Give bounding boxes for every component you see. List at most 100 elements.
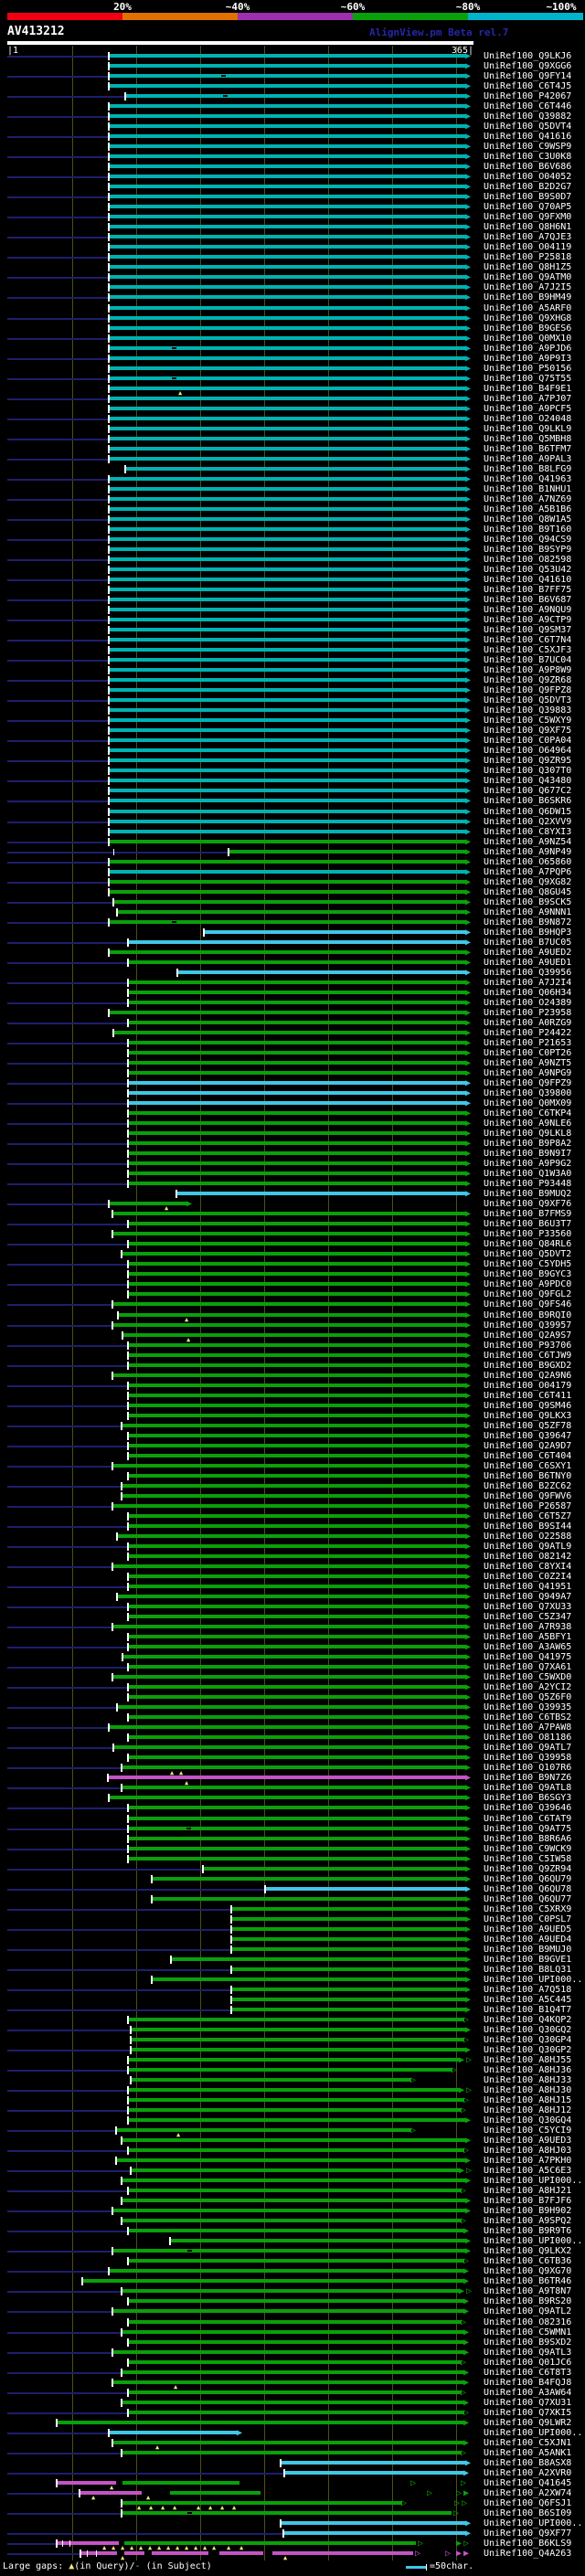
alignment-bar[interactable] (109, 74, 466, 79)
alignment-row-label[interactable]: UniRef100_B7UC05 (484, 937, 572, 948)
alignment-row-label[interactable]: UniRef100_B9SCK5 (484, 896, 572, 907)
alignment-row-label[interactable]: UniRef100_B8R6A6 (484, 1833, 572, 1844)
alignment-bar[interactable] (122, 2500, 402, 2505)
alignment-bar[interactable] (128, 1523, 466, 1528)
alignment-bar[interactable] (109, 315, 466, 320)
alignment-row-label[interactable]: UniRef100_Q41616 (484, 132, 572, 143)
alignment-row-label[interactable]: UniRef100_B4FQJ8 (484, 2377, 572, 2388)
alignment-row-label[interactable]: UniRef100_A9PAL3 (484, 453, 572, 464)
alignment-row-label[interactable]: UniRef100_C5YCI9 (484, 2125, 572, 2136)
alignment-bar[interactable] (109, 779, 466, 783)
alignment-row-label[interactable]: UniRef100_B6V686 (484, 162, 572, 173)
alignment-row-label[interactable]: UniRef100_O04179 (484, 1380, 572, 1391)
alignment-bar[interactable] (109, 134, 466, 139)
alignment-row-label[interactable]: UniRef100_B1NHU1 (484, 483, 572, 494)
alignment-row-label[interactable]: UniRef100_Q9ZR94 (484, 1863, 572, 1874)
alignment-bar[interactable] (128, 1715, 466, 1720)
alignment-row-label[interactable]: UniRef100_Q6QU79 (484, 1873, 572, 1884)
alignment-bar[interactable] (117, 1705, 466, 1710)
alignment-row-label[interactable]: UniRef100_B6SI09 (484, 2507, 572, 2518)
alignment-bar[interactable] (128, 1806, 466, 1810)
alignment-row-label[interactable]: UniRef100_Q9SM37 (484, 625, 572, 636)
alignment-row-label[interactable]: UniRef100_C0PSL7 (484, 1913, 572, 1924)
alignment-bar[interactable] (109, 1796, 466, 1800)
alignment-row-label[interactable]: UniRef100_Q9ATL9 (484, 1541, 572, 1552)
alignment-bar[interactable] (128, 1403, 466, 1407)
alignment-row-label[interactable]: UniRef100_A8HJ15 (484, 2095, 572, 2106)
alignment-row-label[interactable]: UniRef100_B9RQI0 (484, 1309, 572, 1320)
alignment-bar[interactable] (109, 355, 466, 360)
alignment-row-label[interactable]: UniRef100_Q39882 (484, 111, 572, 122)
alignment-row-label[interactable]: UniRef100_A9UED2 (484, 947, 572, 958)
alignment-row-label[interactable]: UniRef100_C8YXI3 (484, 826, 572, 837)
alignment-bar[interactable] (109, 688, 466, 693)
alignment-bar[interactable] (109, 325, 466, 330)
alignment-bar[interactable] (128, 1735, 466, 1740)
alignment-bar[interactable] (109, 2269, 464, 2274)
alignment-bar[interactable] (109, 275, 466, 280)
alignment-row-label[interactable]: UniRef100_Q9ATM0 (484, 272, 572, 283)
alignment-row-label[interactable]: UniRef100_C0Z2I4 (484, 1572, 572, 1583)
alignment-row-label[interactable]: UniRef100_Q949A7 (484, 1592, 572, 1603)
alignment-bar[interactable] (109, 668, 466, 673)
alignment-bar[interactable] (128, 1543, 466, 1548)
alignment-row-label[interactable]: UniRef100_B6U3T7 (484, 1219, 572, 1230)
alignment-row-label[interactable]: UniRef100_Q9FWV6 (484, 1490, 572, 1501)
alignment-bar[interactable] (112, 2249, 466, 2253)
alignment-row-label[interactable]: UniRef100_O81186 (484, 1733, 572, 1744)
alignment-row-label[interactable]: UniRef100_O82598 (484, 555, 572, 565)
alignment-row-label[interactable]: UniRef100_B6V687 (484, 595, 572, 606)
alignment-bar[interactable] (112, 1625, 466, 1629)
alignment-row-label[interactable]: UniRef100_B9H902 (484, 2206, 572, 2217)
alignment-row-label[interactable]: UniRef100_B9MUJ0 (484, 1944, 572, 1955)
alignment-bar[interactable] (128, 1342, 466, 1347)
alignment-bar[interactable] (122, 2450, 462, 2454)
alignment-bar[interactable] (122, 2329, 464, 2334)
alignment-bar[interactable] (124, 2540, 416, 2545)
alignment-bar[interactable] (116, 2158, 466, 2163)
alignment-row-label[interactable]: UniRef100_P50156 (484, 363, 572, 374)
alignment-bar[interactable] (128, 1182, 466, 1186)
alignment-bar[interactable] (128, 1352, 466, 1357)
alignment-row-label[interactable]: UniRef100_Q9FXM0 (484, 212, 572, 223)
alignment-row-label[interactable]: UniRef100_P23958 (484, 1007, 572, 1018)
alignment-row-label[interactable]: UniRef100_A5C445 (484, 1994, 572, 2005)
alignment-bar[interactable] (109, 64, 466, 69)
alignment-bar[interactable] (128, 959, 466, 964)
alignment-bar[interactable] (219, 2550, 263, 2555)
alignment-bar[interactable] (128, 2189, 462, 2193)
alignment-bar[interactable] (109, 366, 466, 370)
alignment-row-label[interactable]: UniRef100_Q9XF76 (484, 1199, 572, 1210)
alignment-bar[interactable] (128, 2017, 464, 2021)
alignment-row-label[interactable]: UniRef100_A2YCI2 (484, 1682, 572, 1693)
alignment-row-label[interactable]: UniRef100_O65860 (484, 856, 572, 867)
alignment-bar[interactable] (128, 1121, 466, 1126)
alignment-bar[interactable] (122, 1332, 466, 1337)
alignment-row-label[interactable]: UniRef100_A2XVR0 (484, 2467, 572, 2478)
alignment-row-label[interactable]: UniRef100_Q7XU33 (484, 1602, 572, 1613)
alignment-bar[interactable] (128, 1171, 466, 1176)
alignment-row-label[interactable]: UniRef100_C6T4J5 (484, 81, 572, 92)
alignment-row-label[interactable]: UniRef100_A7J2I5 (484, 282, 572, 293)
alignment-bar[interactable] (128, 939, 466, 944)
alignment-row-label[interactable]: UniRef100_Q41610 (484, 575, 572, 586)
alignment-bar[interactable] (131, 2078, 411, 2083)
alignment-bar[interactable] (122, 2400, 464, 2404)
alignment-row-label[interactable]: UniRef100_B7FMS9 (484, 1209, 572, 1220)
alignment-bar[interactable] (109, 376, 466, 380)
alignment-row-label[interactable]: UniRef100_C5WXY9 (484, 716, 572, 726)
alignment-row-label[interactable]: UniRef100_Q75T55 (484, 373, 572, 384)
alignment-bar[interactable] (128, 1473, 466, 1478)
alignment-row-label[interactable]: UniRef100_Q8GU45 (484, 886, 572, 897)
alignment-bar[interactable] (57, 2480, 116, 2485)
alignment-bar[interactable] (231, 1916, 466, 1921)
alignment-bar[interactable] (109, 638, 466, 642)
alignment-bar[interactable] (109, 819, 466, 823)
alignment-row-label[interactable]: UniRef100_Q41963 (484, 473, 572, 484)
alignment-bar[interactable] (109, 406, 466, 410)
alignment-bar[interactable] (128, 1131, 466, 1136)
alignment-row-label[interactable]: UniRef100_A7J2I4 (484, 977, 572, 988)
alignment-bar[interactable] (109, 526, 466, 531)
alignment-row-label[interactable]: UniRef100_O24048 (484, 413, 572, 424)
alignment-row-label[interactable]: UniRef100_Q39800 (484, 1088, 572, 1099)
